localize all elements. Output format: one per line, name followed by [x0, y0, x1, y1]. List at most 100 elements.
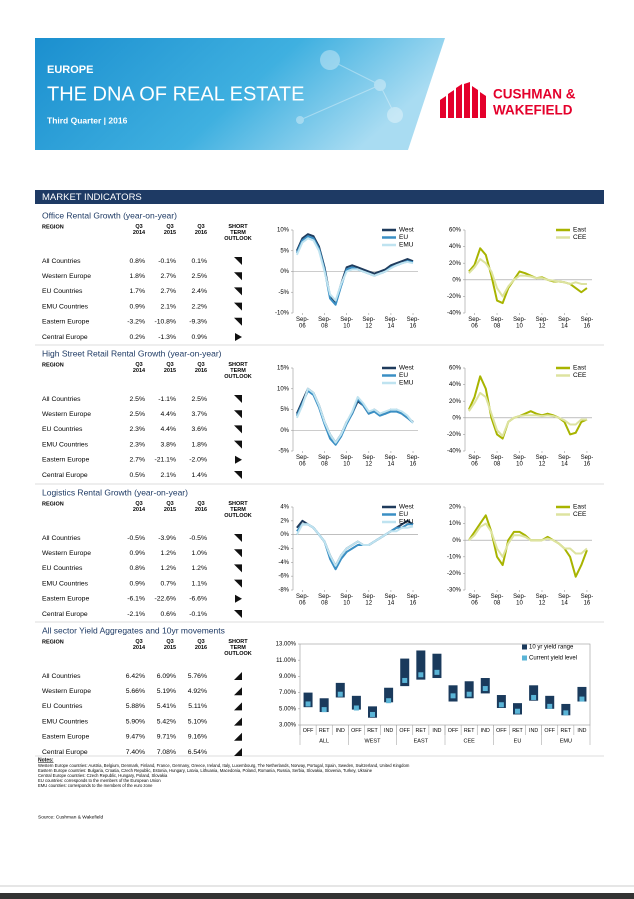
text-line: Q3	[135, 501, 142, 507]
y-tick-label: 20%	[449, 399, 462, 405]
text-line: 14	[388, 600, 395, 606]
x-tick-label: Sep-14	[558, 317, 571, 330]
text-line: 10	[516, 600, 523, 606]
row-label: EMU Countries	[42, 303, 89, 310]
current-yield	[579, 696, 585, 702]
text-line: 12	[539, 323, 546, 329]
yield-range	[529, 685, 539, 701]
text-line: Sep-	[491, 317, 504, 323]
text-line: 16	[584, 461, 591, 467]
yield-range	[464, 681, 474, 699]
x-tick-label: Sep-08	[491, 455, 504, 468]
column-header: Q3 2016	[195, 501, 207, 513]
text-line: 2016	[195, 231, 207, 237]
text-line: OUTLOOK	[224, 652, 252, 658]
text-line: Sep-	[558, 594, 571, 600]
current-yield	[531, 694, 537, 700]
text-line: Q3	[135, 362, 142, 368]
outlook-icon	[234, 317, 242, 326]
x-tick-label: Sep-16	[407, 317, 420, 330]
y-tick-label: 0%	[452, 538, 461, 544]
x-tick-label: Sep-06	[468, 455, 481, 468]
y-tick-label: 40%	[449, 382, 462, 388]
text-line: 2015	[164, 369, 176, 375]
x-tick-label: OFF	[303, 728, 314, 734]
table-value: 0.8%	[130, 565, 146, 572]
column-header: Q3 2016	[195, 639, 207, 651]
x-tick-label: Sep-08	[491, 594, 504, 607]
x-tick-label: Sep-12	[362, 317, 375, 330]
text-line: 16	[584, 323, 591, 329]
x-tick-label: Sep-14	[385, 594, 398, 607]
logo-text: CUSHMAN &	[493, 87, 576, 102]
x-tick-label: OFF	[399, 728, 410, 734]
row-label: Western Europe	[42, 411, 91, 418]
text-line: 10	[343, 461, 350, 467]
column-header: Q3 2015	[164, 362, 176, 374]
x-tick-label: RET	[512, 728, 523, 734]
text-line: Sep-	[581, 455, 594, 461]
current-yield	[482, 686, 488, 692]
current-yield	[547, 703, 553, 709]
note-line: EU countries: corresponds to the members…	[38, 778, 161, 783]
text-line: Sep-	[513, 594, 526, 600]
text-line: 16	[410, 323, 417, 329]
y-tick-label: 0%	[452, 415, 461, 421]
outlook-icon	[234, 610, 242, 618]
yield-range	[561, 703, 571, 716]
text-line: Q3	[197, 362, 204, 368]
table-value: -22.6%	[154, 596, 176, 603]
x-tick-label: Sep-10	[513, 317, 526, 330]
column-header: REGION	[42, 639, 64, 645]
text-line: 08	[321, 600, 328, 606]
text-line: TERM	[230, 646, 246, 652]
yield-range	[351, 695, 361, 710]
header-period: Third Quarter | 2016	[47, 115, 128, 125]
legend-label: CEE	[573, 372, 587, 379]
table-value: 1.8%	[192, 441, 208, 448]
table-value: 2.2%	[192, 303, 208, 310]
page-footer-strip	[0, 893, 634, 899]
column-header: Q3 2016	[195, 362, 207, 374]
y-tick-label: 10%	[277, 386, 290, 392]
column-header: Q3 2015	[164, 501, 176, 513]
x-tick-label: Sep-12	[536, 317, 549, 330]
legend-label: West	[399, 365, 414, 372]
yield-range	[480, 678, 490, 694]
text-line: 16	[584, 600, 591, 606]
series-line	[468, 258, 587, 298]
table-value: 1.1%	[192, 580, 208, 587]
outlook-icon	[234, 732, 242, 741]
y-tick-label: -20%	[447, 432, 462, 438]
table-value: 0.9%	[130, 580, 146, 587]
row-label: All Countries	[42, 396, 81, 403]
x-tick-label: Sep-06	[468, 317, 481, 330]
table-value: 2.7%	[130, 457, 146, 464]
table-value: -21.1%	[154, 457, 176, 464]
outlook-icon	[234, 702, 242, 711]
outlook-icon	[234, 579, 242, 588]
table-value: 1.0%	[192, 550, 208, 557]
note-line: Western Europe countries: Austria, Belgi…	[38, 763, 410, 768]
table-value: -3.2%	[127, 319, 145, 326]
text-line: 08	[494, 323, 501, 329]
outlook-icon	[235, 333, 242, 341]
yield-range	[416, 650, 426, 680]
text-line: 2015	[164, 231, 176, 237]
text-line: TERM	[230, 508, 246, 514]
table-value: -6.1%	[127, 596, 145, 603]
table-value: 0.9%	[192, 334, 208, 341]
table-value: 5.76%	[188, 673, 207, 680]
text-line: TERM	[230, 369, 246, 375]
text-line: 2014	[133, 369, 146, 375]
series-line	[468, 522, 588, 558]
table-value: -0.1%	[189, 611, 207, 618]
y-tick-label: 60%	[449, 366, 462, 372]
y-tick-label: -10%	[447, 554, 462, 560]
row-label: Western Europe	[42, 273, 91, 280]
current-yield	[386, 698, 392, 704]
text-line: SHORT	[228, 501, 248, 507]
x-tick-label: Sep-08	[318, 594, 331, 607]
text-line: 08	[321, 323, 328, 329]
outlook-icon	[234, 425, 242, 434]
